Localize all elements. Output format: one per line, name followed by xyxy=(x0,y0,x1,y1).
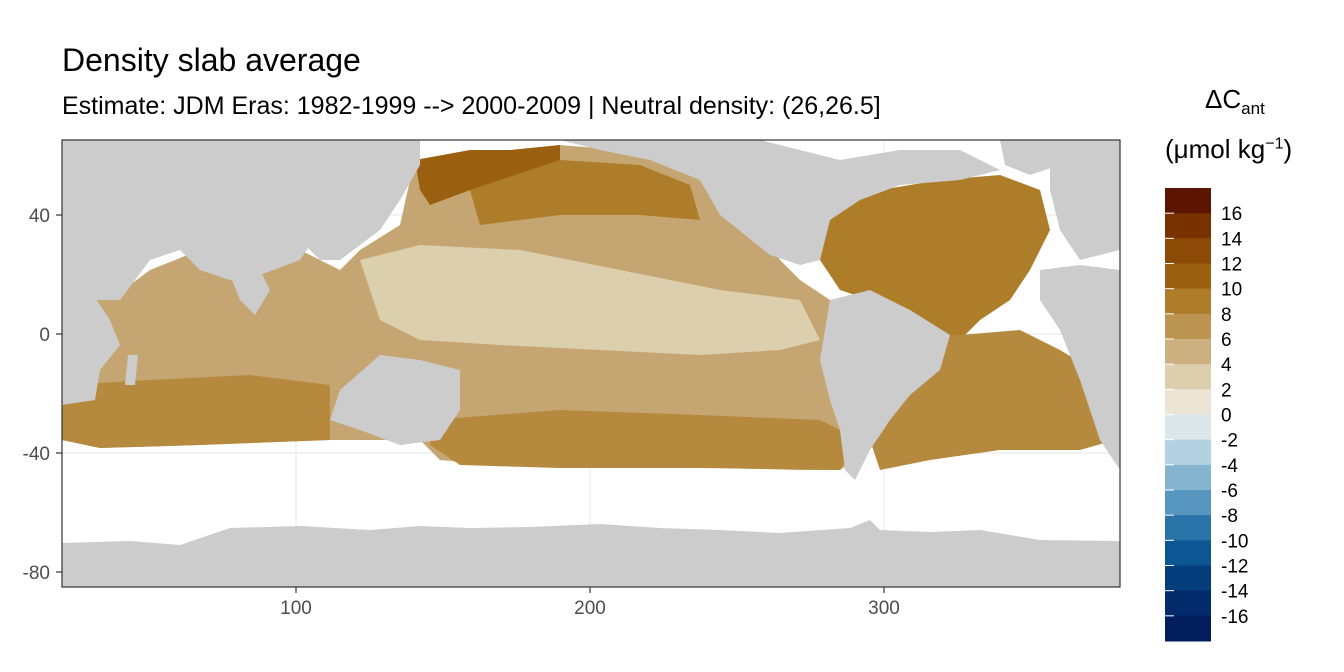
legend-label: -16 xyxy=(1221,607,1248,628)
indian-ocean-south-band xyxy=(62,375,330,448)
legend-color-step xyxy=(1165,565,1211,592)
y-tick-label: 40 xyxy=(29,206,50,227)
legend-unit-prefix: (μmol kg xyxy=(1165,134,1266,164)
legend-title-main: ΔC xyxy=(1205,84,1242,114)
legend-color-step xyxy=(1165,263,1211,290)
pacific-tropical-band xyxy=(360,245,820,355)
legend-label: 12 xyxy=(1221,255,1242,276)
legend-unit-sup: −1 xyxy=(1265,135,1284,153)
map-subtitle: Estimate: JDM Eras: 1982-1999 --> 2000-2… xyxy=(62,92,881,120)
legend-color-step xyxy=(1165,288,1211,315)
legend-label: 16 xyxy=(1221,204,1242,225)
legend-label: -4 xyxy=(1221,456,1238,477)
legend-color-step xyxy=(1165,339,1211,365)
legend-label: -2 xyxy=(1221,431,1238,452)
legend-color-step xyxy=(1165,213,1211,239)
legend-color-step xyxy=(1165,615,1211,642)
legend-color-step xyxy=(1165,188,1211,214)
legend-label: -12 xyxy=(1221,557,1248,578)
x-tick-label: 100 xyxy=(280,598,312,619)
west-africa-land xyxy=(1040,265,1120,470)
legend-unit: (μmol kg−1) xyxy=(1165,134,1292,165)
legend-color-step xyxy=(1165,540,1211,566)
legend-label: -8 xyxy=(1221,506,1238,527)
legend-label: 14 xyxy=(1221,229,1243,250)
greenland-land xyxy=(1000,140,1060,175)
legend-color-step xyxy=(1165,464,1211,491)
legend-label: 10 xyxy=(1221,280,1242,301)
australia-land xyxy=(330,355,460,445)
legend-title: ΔCant xyxy=(1205,84,1265,119)
legend-color-step xyxy=(1165,389,1211,415)
x-axis xyxy=(295,587,885,593)
legend-color-step xyxy=(1165,414,1211,441)
legend-color-step xyxy=(1165,490,1211,516)
y-axis xyxy=(56,214,62,573)
legend-color-step xyxy=(1165,364,1211,390)
north-pacific-mid xyxy=(470,160,700,225)
x-tick-label: 200 xyxy=(574,598,606,619)
y-tick-label: 0 xyxy=(39,325,50,346)
europe-land xyxy=(1050,140,1120,260)
legend-unit-suffix: ) xyxy=(1283,134,1293,164)
legend-color-step xyxy=(1165,590,1211,617)
legend-label: 6 xyxy=(1221,330,1232,351)
antarctica-land xyxy=(62,520,1120,587)
x-tick-label: 300 xyxy=(868,598,900,619)
legend-labels: 16 14 12 10 8 6 4 2 0 -2 -4 -6 -8 -10 -12 -14 -16 xyxy=(1221,204,1249,628)
north-america-land xyxy=(560,140,1000,265)
africa-south-land xyxy=(62,280,120,405)
legend-label: 2 xyxy=(1221,380,1232,401)
legend-label: -6 xyxy=(1221,481,1238,502)
legend-label: 0 xyxy=(1221,406,1232,427)
legend-color-step xyxy=(1165,439,1211,466)
legend-label: 4 xyxy=(1221,355,1232,376)
map-title: Density slab average xyxy=(62,42,361,78)
eurasia-land xyxy=(200,140,420,260)
legend-colorbar xyxy=(1165,188,1211,642)
india-land xyxy=(230,270,270,315)
panel-border xyxy=(61,139,1121,588)
legend-label: 8 xyxy=(1221,305,1232,326)
y-tick-label: -40 xyxy=(23,444,50,465)
pacific-south-band xyxy=(430,410,860,470)
madagascar-land xyxy=(125,355,138,385)
legend-color-step xyxy=(1165,515,1211,541)
legend-label: -10 xyxy=(1221,531,1248,552)
south-america-land xyxy=(820,290,950,480)
y-tick-label: -80 xyxy=(23,563,50,584)
legend-label: -14 xyxy=(1221,582,1249,603)
legend-color-step xyxy=(1165,313,1211,340)
north-pacific-dark xyxy=(415,145,560,205)
legend-title-sub: ant xyxy=(1241,99,1265,119)
legend-color-step xyxy=(1165,238,1211,264)
